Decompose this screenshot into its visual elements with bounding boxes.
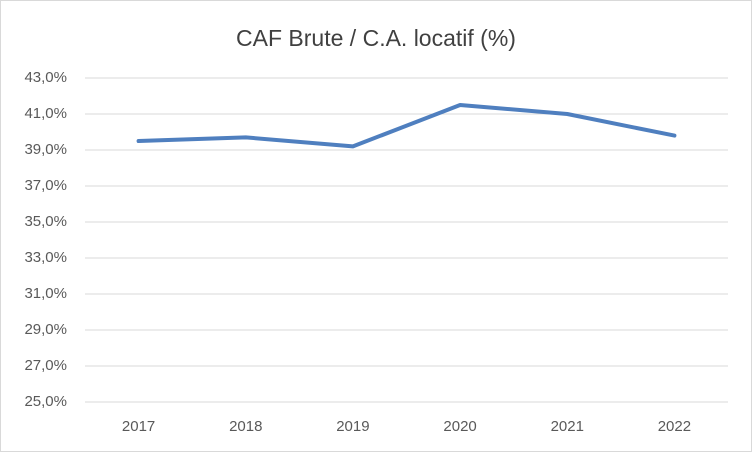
data-line xyxy=(136,103,677,149)
x-tick-label: 2019 xyxy=(336,418,369,435)
y-tick-label: 25,0% xyxy=(24,393,67,410)
y-tick-label: 31,0% xyxy=(24,285,67,302)
y-tick-label: 29,0% xyxy=(24,321,67,338)
y-tick-label: 43,0% xyxy=(24,69,67,86)
y-tick-label: 35,0% xyxy=(24,213,67,230)
y-tick-label: 33,0% xyxy=(24,249,67,266)
chart-title: CAF Brute / C.A. locatif (%) xyxy=(236,25,516,51)
y-tick-label: 37,0% xyxy=(24,177,67,194)
x-tick-label: 2020 xyxy=(443,418,476,435)
x-tick-label: 2017 xyxy=(122,418,155,435)
x-tick-label: 2021 xyxy=(551,418,584,435)
x-tick-label: 2018 xyxy=(229,418,262,435)
x-tick-label: 2022 xyxy=(658,418,691,435)
y-tick-label: 41,0% xyxy=(24,105,67,122)
y-tick-label: 27,0% xyxy=(24,357,67,374)
y-tick-label: 39,0% xyxy=(24,141,67,158)
